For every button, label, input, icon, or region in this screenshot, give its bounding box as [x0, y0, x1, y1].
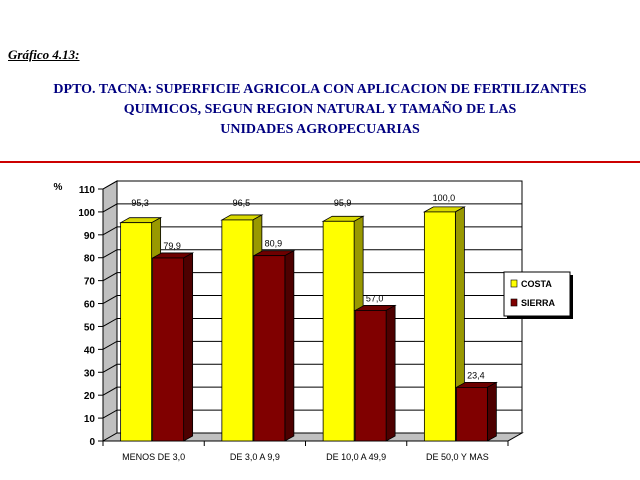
divider-rule — [0, 161, 640, 163]
data-label: 57,0 — [366, 293, 384, 303]
y-tick-label: 90 — [84, 231, 96, 242]
label-layer: 95,3 79,9 96,5 80,9 95,9 57,0 100,0 23,4 — [131, 193, 484, 380]
bar-side-face — [183, 252, 194, 442]
bar-front-face — [152, 257, 185, 442]
legend-label-sierra: SIERRA — [521, 298, 556, 308]
gridline — [102, 272, 522, 282]
bar-side-face — [284, 249, 295, 442]
bar-side-face — [486, 381, 497, 442]
gridline — [102, 249, 522, 259]
bar-front-face — [322, 220, 355, 442]
data-label: 95,9 — [334, 198, 352, 208]
bar-sierra — [454, 381, 498, 442]
bar-sierra — [353, 304, 397, 442]
axis-layer: 0 10 20 30 40 50 60 70 80 90 100 110% MENOS DE 3,0 DE… — [54, 182, 509, 462]
y-tick-label: 0 — [89, 437, 95, 448]
title-line-1: DPTO. TACNA: SUPERFICIE AGRICOLA CON APL… — [53, 82, 587, 97]
bar-side-face — [385, 304, 396, 442]
x-tick-label: DE 10,0 A 49,9 — [326, 452, 386, 462]
gridline — [102, 295, 522, 304]
y-tick-label: 20 — [84, 391, 96, 402]
bar-front-face — [221, 219, 254, 442]
bar-front-face — [423, 211, 456, 442]
x-tick-label: DE 3,0 A 9,9 — [230, 452, 280, 462]
chart-title: DPTO. TACNA: SUPERFICIE AGRICOLA CON APL… — [0, 80, 640, 140]
x-tick-label: DE 50,0 Y MAS — [426, 452, 489, 462]
figure-label: Gráfico 4.13: — [8, 47, 80, 62]
gridline — [102, 180, 522, 190]
bar-front-face — [455, 386, 488, 442]
y-tick-label: 30 — [84, 368, 96, 379]
data-label: 100,0 — [433, 193, 456, 203]
data-label: 79,9 — [163, 241, 181, 251]
grid-layer — [101, 180, 524, 442]
y-tick-label: 80 — [84, 254, 96, 265]
title-line-3: UNIDADES AGROPECUARIAS — [220, 122, 420, 137]
bar-sierra — [252, 249, 296, 442]
legend: COSTA SIERRA — [503, 271, 573, 319]
legend-label-costa: COSTA — [521, 279, 552, 289]
legend-swatch-sierra — [510, 298, 518, 307]
y-tick-label: 10 — [84, 414, 96, 425]
y-tick-label: 40 — [84, 345, 96, 356]
gridline — [102, 226, 522, 236]
y-tick-label: 70 — [84, 277, 96, 288]
bar-front-face — [120, 222, 153, 442]
gridline — [102, 203, 522, 213]
y-axis-label: % — [54, 182, 63, 193]
legend-swatch-costa — [510, 279, 518, 288]
bar-front-face — [253, 255, 286, 442]
side-wall — [102, 180, 118, 442]
legend-box — [503, 271, 571, 317]
bar-layer — [119, 206, 498, 442]
data-label: 95,3 — [131, 198, 149, 208]
y-tick-label: 100 — [78, 208, 95, 219]
y-tick-label: 50 — [84, 322, 96, 333]
bar-costa — [422, 206, 466, 442]
x-tick-label: MENOS DE 3,0 — [122, 452, 185, 462]
y-tick-label: 110 — [79, 185, 96, 196]
data-label: 96,5 — [233, 198, 251, 208]
data-label: 23,4 — [467, 370, 485, 380]
y-tick-label: 60 — [84, 300, 96, 311]
title-line-2: QUIMICOS, SEGUN REGION NATURAL Y TAMAÑO … — [123, 102, 517, 117]
bar-sierra — [151, 252, 195, 442]
bar-front-face — [354, 310, 387, 442]
data-label: 80,9 — [265, 239, 283, 249]
